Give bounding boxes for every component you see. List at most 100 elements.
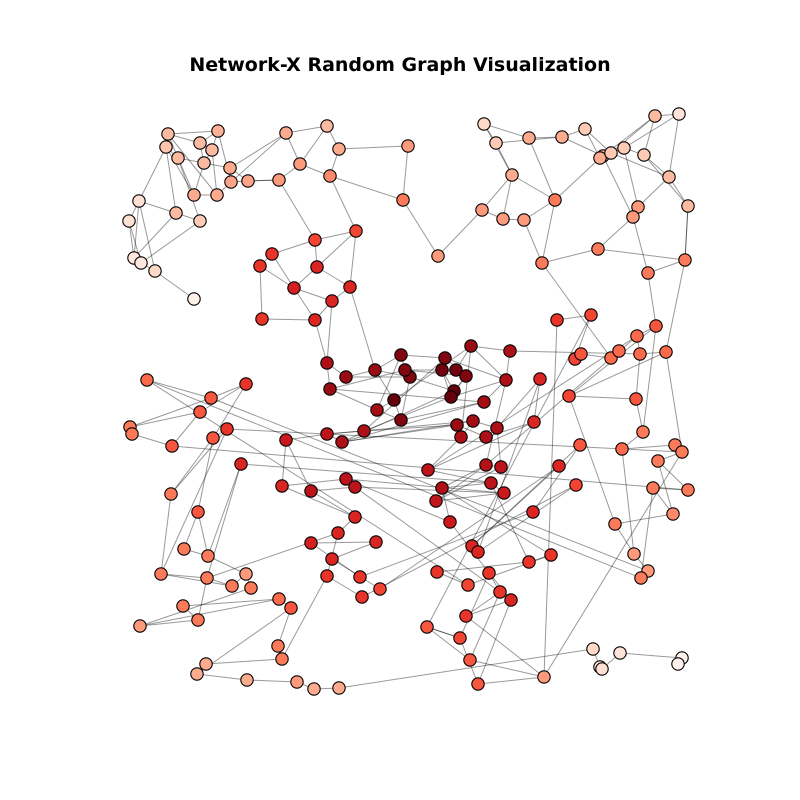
graph-node	[240, 673, 254, 687]
graph-node	[591, 242, 605, 256]
graph-node	[370, 403, 384, 417]
graph-node	[613, 646, 627, 660]
graph-node	[489, 136, 503, 150]
graph-node	[517, 213, 531, 227]
graph-node	[586, 642, 600, 656]
graph-node	[671, 657, 685, 671]
graph-edge	[170, 437, 214, 495]
graph-edge	[485, 421, 535, 438]
graph-node	[659, 345, 673, 359]
nodes-layer	[122, 107, 695, 696]
graph-edge	[541, 248, 599, 264]
graph-node	[154, 567, 168, 581]
graph-node	[505, 168, 519, 182]
graph-edge	[684, 205, 689, 261]
graph-edge	[197, 511, 209, 557]
graph-edge	[400, 354, 446, 359]
graph-node	[133, 619, 147, 633]
graph-node	[193, 214, 207, 228]
graph-node	[308, 313, 322, 327]
graph-edge	[437, 209, 483, 257]
graph-edge	[167, 130, 219, 135]
graph-node	[544, 548, 558, 562]
graph-edge	[427, 436, 462, 471]
graph-node	[666, 507, 680, 521]
graph-edge	[310, 490, 356, 518]
graph-node	[332, 142, 346, 156]
graph-edge	[160, 573, 233, 587]
graph-node	[320, 119, 334, 133]
graph-edge	[329, 175, 404, 201]
graph-node	[453, 631, 467, 645]
graph-edge	[637, 176, 670, 208]
graph-edge	[623, 147, 639, 208]
graph-node	[672, 107, 686, 121]
graph-node	[429, 494, 443, 508]
graph-edge	[379, 465, 560, 590]
graph-edge	[138, 200, 156, 272]
graph-node	[210, 188, 224, 202]
graph-edge	[139, 619, 199, 627]
graph-edge	[310, 541, 377, 544]
graph-node	[201, 549, 215, 563]
graph-edge	[477, 676, 545, 685]
graph-node	[537, 670, 551, 684]
graph-edge	[285, 125, 328, 134]
graph-node	[648, 109, 662, 123]
graph-node	[444, 390, 458, 404]
graph-node	[459, 369, 473, 383]
graph-edge	[212, 383, 247, 439]
graph-node	[204, 391, 218, 405]
graph-edge	[642, 325, 657, 433]
graph-node	[368, 363, 382, 377]
graph-node	[323, 169, 337, 183]
graph-node	[234, 457, 248, 471]
graph-node	[177, 542, 191, 556]
graph-edge	[329, 369, 406, 390]
graph-node	[387, 393, 401, 407]
graph-node	[272, 173, 286, 187]
graph-edge	[554, 157, 601, 201]
graph-node	[325, 552, 339, 566]
graph-edge	[426, 626, 471, 661]
graph-node	[253, 259, 267, 273]
graph-edge	[349, 230, 357, 288]
graph-edge	[259, 265, 263, 320]
graph-node	[496, 212, 510, 226]
graph-node	[626, 210, 640, 224]
graph-edge	[610, 152, 670, 178]
graph-edge	[465, 615, 545, 678]
graph-node	[148, 264, 162, 278]
graph-node	[578, 122, 592, 136]
graph-edge	[640, 487, 654, 579]
graph-node	[191, 505, 205, 519]
graph-node	[421, 463, 435, 477]
graph-node	[398, 363, 412, 377]
graph-node	[431, 249, 445, 263]
graph-node	[678, 253, 692, 267]
graph-edge	[470, 345, 507, 381]
graph-node	[637, 148, 651, 162]
graph-node	[272, 592, 286, 606]
graph-node	[608, 517, 622, 531]
graph-edge	[207, 463, 242, 557]
graph-edge	[435, 464, 487, 502]
graph-edge	[409, 376, 455, 392]
graph-node	[308, 233, 322, 247]
graph-node	[165, 439, 179, 453]
graph-edge	[354, 486, 501, 593]
graph-node	[279, 433, 293, 447]
graph-node	[459, 609, 473, 623]
graph-node	[190, 667, 204, 681]
graph-edge	[338, 145, 409, 150]
graph-node	[479, 458, 493, 472]
graph-edge	[278, 179, 316, 241]
graph-node	[239, 377, 253, 391]
graph-node	[220, 422, 234, 436]
graph-node	[211, 124, 225, 138]
graph-node	[304, 484, 318, 498]
graph-edge	[210, 397, 649, 572]
graph-edge	[533, 378, 541, 423]
graph-node	[287, 281, 301, 295]
